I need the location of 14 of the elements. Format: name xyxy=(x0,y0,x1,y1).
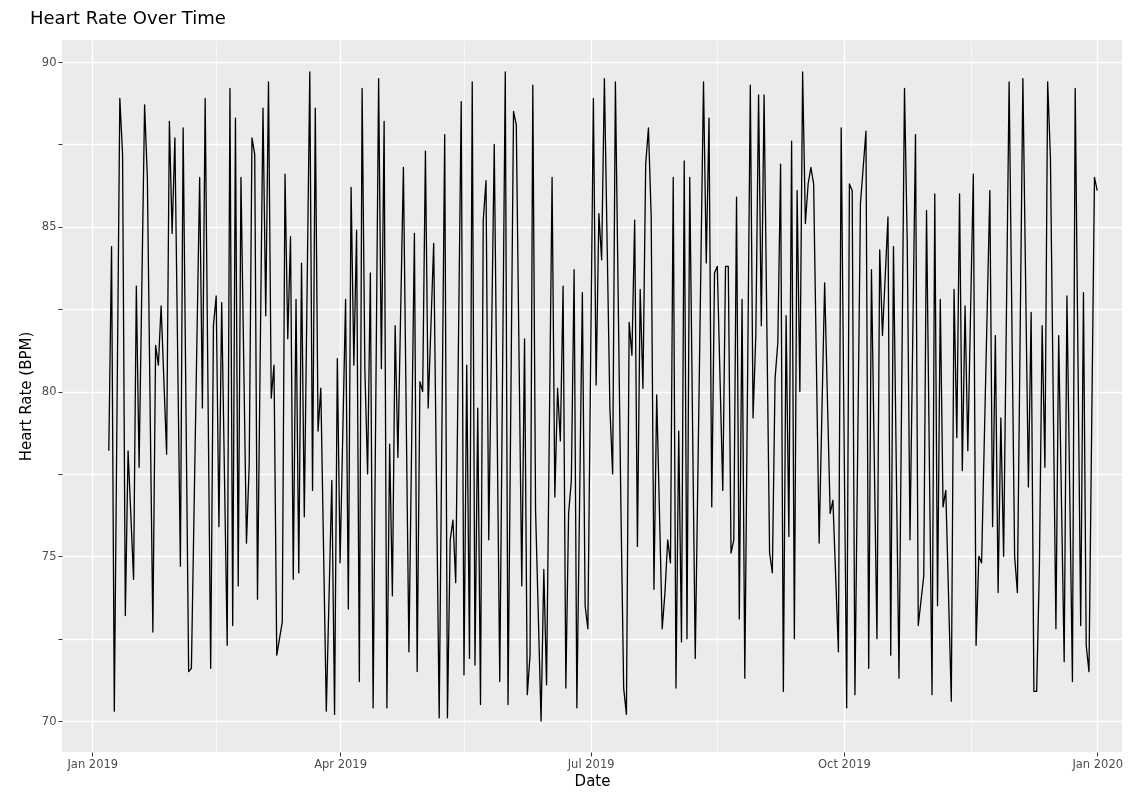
x-axis-title: Date xyxy=(574,772,611,790)
x-tick-label: Jan 2019 xyxy=(66,756,119,771)
line-series xyxy=(108,71,1098,722)
x-tick-label: Apr 2019 xyxy=(314,756,367,771)
y-tick-label: 90 xyxy=(41,54,57,69)
chart-title: Heart Rate Over Time xyxy=(30,7,226,28)
x-tick-label: Jul 2019 xyxy=(566,756,615,771)
x-tick-label: Jan 2020 xyxy=(1071,756,1124,771)
y-tick-label: 70 xyxy=(41,713,57,728)
y-tick-label: 85 xyxy=(41,219,57,234)
y-axis-title: Heart Rate (BPM) xyxy=(16,331,35,462)
y-tick-label: 75 xyxy=(41,548,57,563)
x-tick-label: Oct 2019 xyxy=(818,756,871,771)
y-tick-label: 80 xyxy=(41,384,57,399)
